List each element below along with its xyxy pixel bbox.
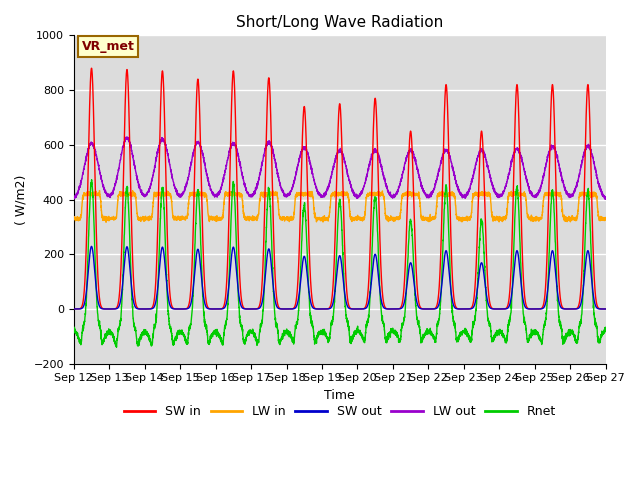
Y-axis label: ( W/m2): ( W/m2)	[15, 174, 28, 225]
Text: VR_met: VR_met	[82, 40, 134, 53]
Title: Short/Long Wave Radiation: Short/Long Wave Radiation	[236, 15, 444, 30]
Legend: SW in, LW in, SW out, LW out, Rnet: SW in, LW in, SW out, LW out, Rnet	[118, 400, 561, 423]
X-axis label: Time: Time	[324, 389, 355, 402]
